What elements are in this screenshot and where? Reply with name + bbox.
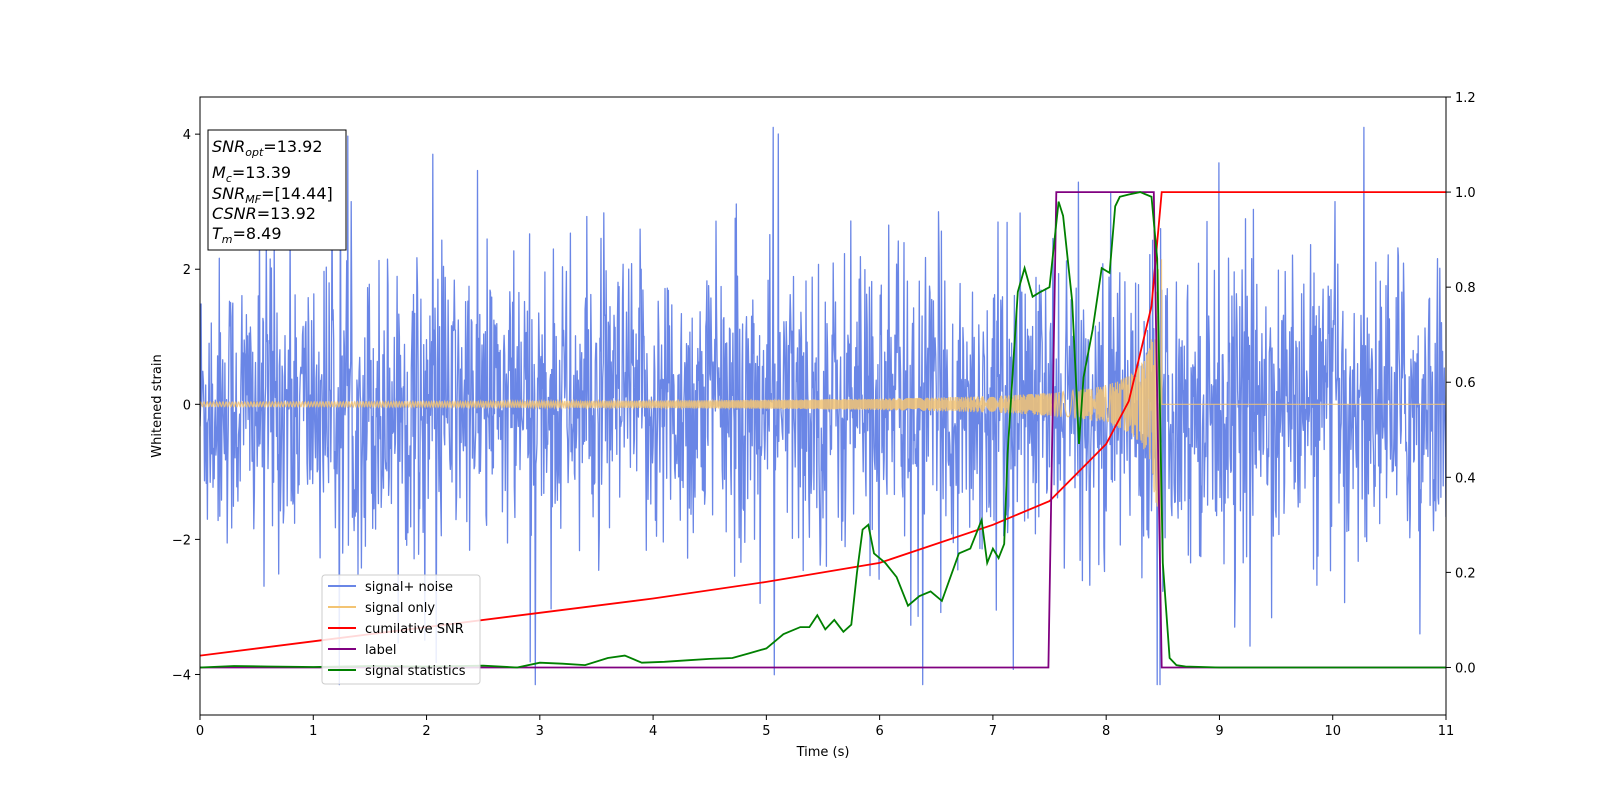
annotation-mc: Mc=13.39 bbox=[212, 163, 291, 185]
x-tick-label: 2 bbox=[422, 724, 430, 739]
y-right-tick-label: 1.0 bbox=[1455, 186, 1476, 201]
x-tick-label: 4 bbox=[649, 724, 657, 739]
y-right-tick-label: 0.4 bbox=[1455, 471, 1476, 486]
series-signal-plus-noise bbox=[200, 126, 1446, 686]
legend-label-signal-plus-noise: signal+ noise bbox=[365, 580, 453, 595]
y-left-tick-label: 2 bbox=[183, 263, 191, 278]
y-right-tick-label: 0.2 bbox=[1455, 566, 1476, 581]
x-tick-label: 3 bbox=[536, 724, 544, 739]
y-right-tick-label: 1.2 bbox=[1455, 91, 1476, 106]
legend-label-label: label bbox=[365, 643, 396, 658]
annotation-csnr: CSNR=13.92 bbox=[212, 204, 316, 223]
y-left-tick-label: −2 bbox=[172, 533, 191, 548]
x-axis: 0 1 2 3 4 5 6 7 8 9 10 11 bbox=[196, 715, 1454, 739]
x-tick-label: 5 bbox=[762, 724, 770, 739]
annotation-tm: Tm=8.49 bbox=[212, 224, 282, 246]
x-tick-label: 1 bbox=[309, 724, 317, 739]
y-left-tick-label: 4 bbox=[183, 128, 191, 143]
series-signal-only bbox=[200, 259, 1446, 555]
x-tick-label: 10 bbox=[1324, 724, 1341, 739]
x-tick-label: 9 bbox=[1215, 724, 1223, 739]
y-axis-left: −4 −2 0 2 4 bbox=[172, 128, 200, 683]
y-axis-right: 0.0 0.2 0.4 0.6 0.8 1.0 1.2 bbox=[1446, 91, 1476, 676]
x-tick-label: 7 bbox=[989, 724, 997, 739]
y-axis-label: Whitened strain bbox=[150, 354, 165, 457]
plot-frame bbox=[199, 96, 1447, 716]
x-tick-label: 6 bbox=[875, 724, 883, 739]
y-right-tick-label: 0.0 bbox=[1455, 661, 1476, 676]
y-left-tick-label: 0 bbox=[183, 398, 191, 413]
x-axis-label: Time (s) bbox=[796, 745, 850, 760]
legend-label-cumulative-snr: cumilative SNR bbox=[365, 622, 464, 637]
y-right-tick-label: 0.6 bbox=[1455, 376, 1476, 391]
annotation-box: SNRopt=13.92 Mc=13.39 SNRMF=[14.44] CSNR… bbox=[207, 129, 347, 251]
x-tick-label: 0 bbox=[196, 724, 204, 739]
y-left-tick-label: −4 bbox=[172, 668, 191, 683]
annotation-snr-mf: SNRMF=[14.44] bbox=[212, 184, 333, 206]
legend: signal+ noise signal only cumilative SNR… bbox=[321, 574, 481, 685]
annotation-snr-opt: SNRopt=13.92 bbox=[212, 137, 323, 159]
legend-label-signal-only: signal only bbox=[365, 601, 435, 616]
x-tick-label: 11 bbox=[1438, 724, 1455, 739]
y-right-tick-label: 0.8 bbox=[1455, 281, 1476, 296]
legend-label-signal-statistics: signal statistics bbox=[365, 664, 466, 679]
series-signal-statistics bbox=[200, 191, 1446, 669]
x-tick-label: 8 bbox=[1102, 724, 1110, 739]
